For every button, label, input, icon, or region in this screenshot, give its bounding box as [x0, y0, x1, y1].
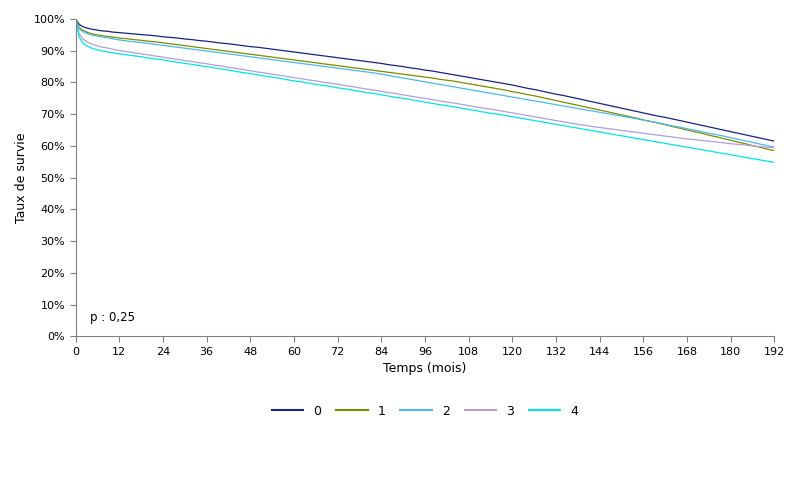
0 — [697, 122, 706, 128]
0 — [70, 16, 80, 22]
4 — [697, 147, 706, 152]
3 — [70, 16, 80, 22]
X-axis label: Temps (mois): Temps (mois) — [383, 362, 466, 375]
0 — [457, 73, 466, 79]
3 — [231, 66, 241, 72]
4 — [70, 16, 80, 22]
1 — [697, 131, 706, 136]
3 — [704, 138, 714, 144]
0 — [231, 42, 241, 48]
1 — [457, 79, 466, 85]
2 — [70, 16, 80, 22]
2 — [682, 126, 692, 131]
Line: 1: 1 — [75, 19, 774, 150]
Line: 3: 3 — [75, 19, 774, 148]
4 — [682, 144, 692, 150]
1 — [770, 148, 779, 153]
4 — [231, 69, 241, 75]
0 — [770, 138, 779, 144]
2 — [697, 129, 706, 134]
3 — [697, 138, 706, 144]
3 — [770, 145, 779, 151]
1 — [704, 132, 714, 138]
0 — [718, 127, 728, 133]
Legend: 0, 1, 2, 3, 4: 0, 1, 2, 3, 4 — [267, 400, 583, 423]
2 — [704, 131, 714, 136]
Line: 0: 0 — [75, 19, 774, 141]
2 — [457, 85, 466, 91]
0 — [682, 119, 692, 125]
2 — [718, 133, 728, 139]
Line: 2: 2 — [75, 19, 774, 147]
1 — [718, 136, 728, 142]
4 — [457, 105, 466, 111]
2 — [770, 144, 779, 150]
Text: p : 0,25: p : 0,25 — [90, 311, 134, 323]
1 — [231, 49, 241, 55]
Y-axis label: Taux de survie: Taux de survie — [15, 132, 28, 223]
3 — [682, 136, 692, 142]
0 — [704, 124, 714, 130]
3 — [457, 101, 466, 107]
1 — [70, 16, 80, 22]
4 — [718, 150, 728, 156]
Line: 4: 4 — [75, 19, 774, 163]
1 — [682, 127, 692, 133]
2 — [231, 52, 241, 58]
4 — [704, 148, 714, 154]
4 — [770, 160, 779, 166]
3 — [718, 140, 728, 146]
